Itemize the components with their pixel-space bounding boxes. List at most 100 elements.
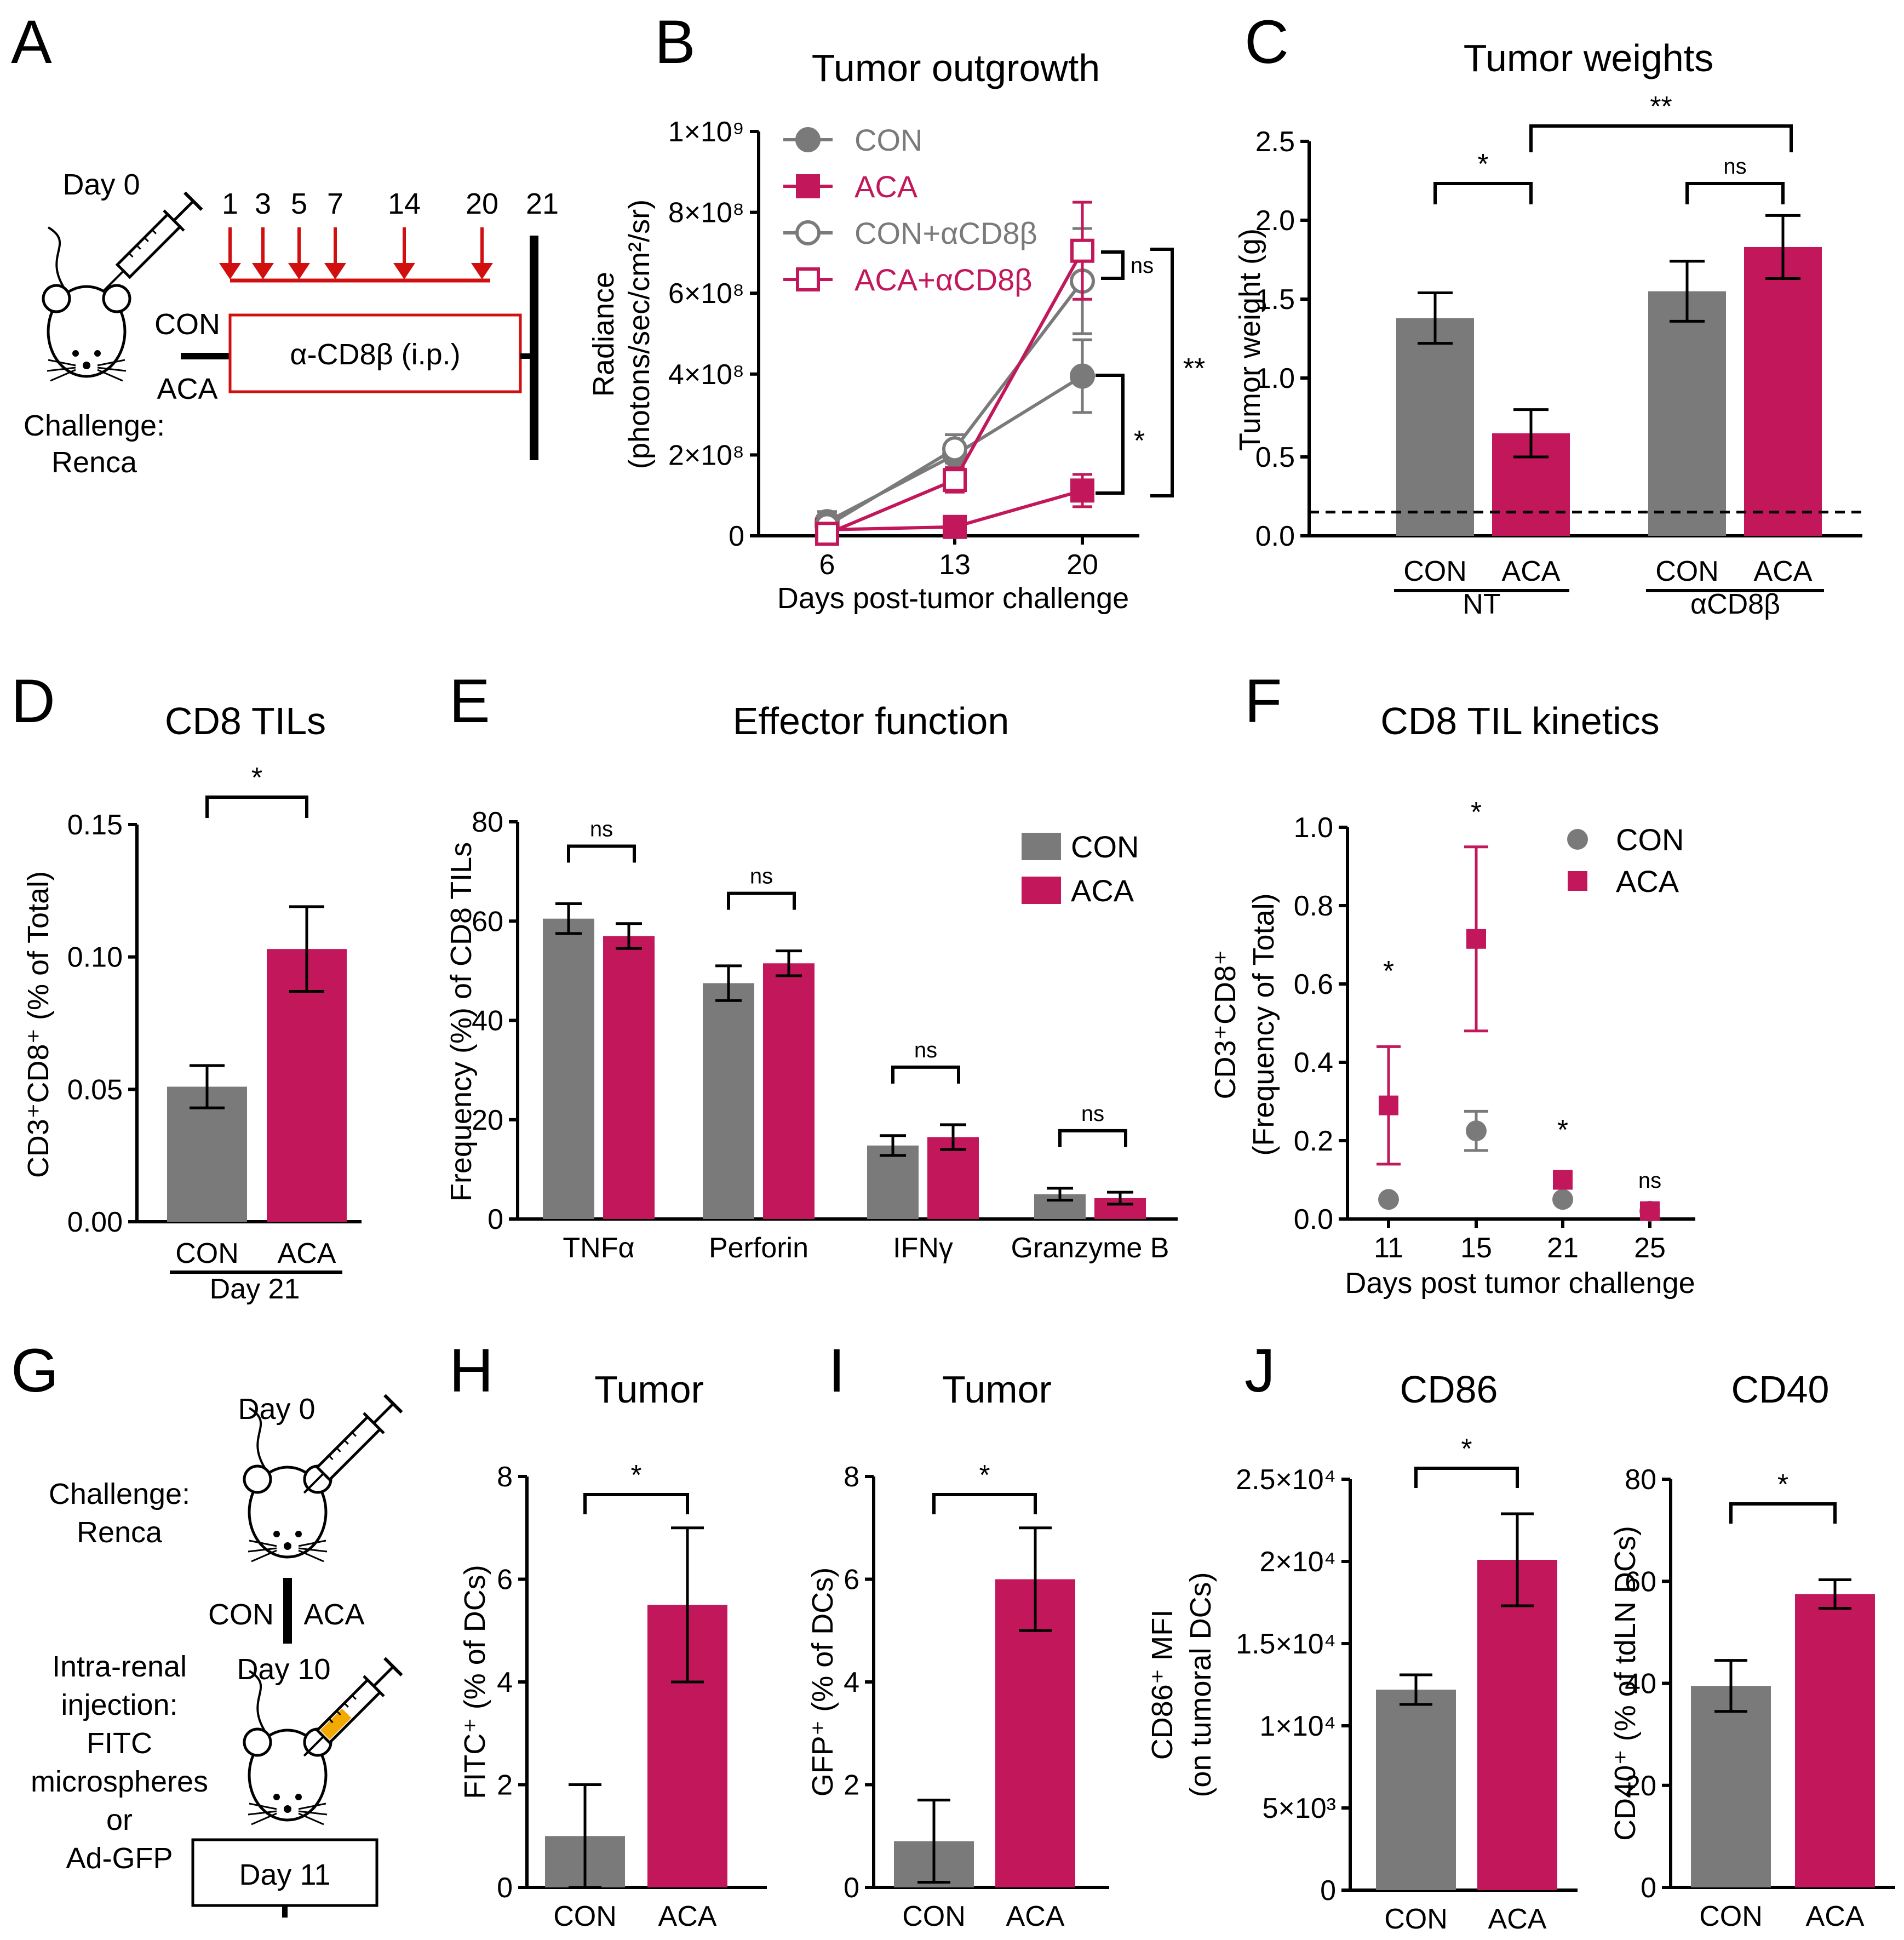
data-point <box>943 514 967 539</box>
significance-bracket <box>1150 248 1174 497</box>
y-tick-label: 80 <box>1625 1464 1656 1496</box>
y-tick-label: 60 <box>1625 1566 1656 1598</box>
panel-label-G: G <box>11 1336 59 1405</box>
y-tick-label: 1×10⁴ <box>1260 1710 1336 1742</box>
x-tick-label: CON <box>553 1901 617 1932</box>
y-tick-label: 2.5×10⁴ <box>1236 1464 1336 1496</box>
significance-label: ns <box>590 817 613 842</box>
x-axis-label: Days post-tumor challenge <box>777 582 1129 615</box>
y-tick-label: 2 <box>497 1770 513 1801</box>
data-point <box>1552 1189 1573 1210</box>
x-tick-label: Perforin <box>709 1232 808 1264</box>
panel-label-C: C <box>1245 8 1289 76</box>
significance-label: * <box>630 1460 641 1491</box>
renca-label: Renca <box>51 446 137 479</box>
day10-label: Day 10 <box>237 1653 330 1686</box>
y-axis-label: (Frequency of Total) <box>1247 893 1280 1155</box>
panel-label-F: F <box>1245 667 1282 735</box>
x-tick-label: Granzyme B <box>1011 1232 1169 1264</box>
day0-label: Day 0 <box>62 168 140 201</box>
y-tick-label: 0.8 <box>1294 890 1333 922</box>
x-tick-label: 25 <box>1634 1232 1666 1264</box>
group-label: NT <box>1463 588 1500 620</box>
con-label: CON <box>154 308 220 341</box>
x-tick-label: 6 <box>819 549 835 581</box>
significance-label: ** <box>1650 91 1672 123</box>
chart-title: CD8 TIL kinetics <box>1380 700 1660 742</box>
significance-label: ns <box>1638 1169 1661 1193</box>
y-tick-label: 80 <box>472 806 503 838</box>
mouse-icon <box>243 1407 332 1563</box>
y-axis-label: (on tumoral DCs) <box>1184 1572 1217 1797</box>
legend-label: CON <box>1616 822 1684 857</box>
y-tick-label: 1×10⁹ <box>668 116 744 148</box>
group-label: Day 21 <box>210 1273 300 1305</box>
day-label: 20 <box>466 187 498 220</box>
significance-label: ns <box>1131 254 1154 278</box>
y-axis-label: CD86⁺ MFI <box>1146 1610 1179 1760</box>
aca-label: ACA <box>303 1598 364 1631</box>
x-tick-label: CON <box>1403 556 1467 587</box>
y-tick-label: 1.5 <box>1255 284 1295 316</box>
bar <box>763 963 815 1219</box>
significance-bracket <box>1096 374 1125 495</box>
bar <box>867 1145 919 1219</box>
significance-bracket <box>1529 124 1793 152</box>
y-axis-label: FITC⁺ (% of DCs) <box>458 1565 491 1799</box>
y-tick-label: 2.0 <box>1255 205 1295 237</box>
data-point <box>1070 363 1095 389</box>
mouse-icon <box>42 226 131 382</box>
x-tick-label: ACA <box>1806 1901 1865 1932</box>
injection-label: or <box>106 1804 133 1836</box>
significance-bracket <box>1058 1129 1127 1147</box>
significance-label: ns <box>1081 1102 1104 1126</box>
y-tick-label: 20 <box>472 1105 503 1136</box>
y-tick-label: 2×10⁸ <box>668 439 744 471</box>
significance-label: * <box>1461 1433 1472 1465</box>
legend-marker <box>795 220 821 245</box>
significance-bracket <box>205 796 308 818</box>
day11-label: Day 11 <box>239 1858 330 1891</box>
y-axis-label: CD3⁺CD8⁺ (% of Total) <box>22 871 55 1178</box>
y-tick-label: 60 <box>472 906 503 937</box>
y-axis-label: Frequency (%) of CD8 TILs <box>445 842 478 1201</box>
y-tick-label: 1.5×10⁴ <box>1236 1628 1336 1660</box>
arrow-icon <box>324 263 346 279</box>
significance-bracket <box>1729 1502 1837 1524</box>
bar <box>543 918 594 1219</box>
aca-label: ACA <box>157 373 217 405</box>
data-point <box>1070 238 1094 263</box>
y-tick-label: 0.05 <box>67 1074 123 1106</box>
legend-label: ACA <box>854 169 918 204</box>
day-label: 5 <box>291 187 307 220</box>
x-tick-label: 11 <box>1374 1232 1403 1264</box>
y-tick-label: 2 <box>844 1770 859 1801</box>
chart-title: CD86 <box>1400 1368 1498 1411</box>
x-tick-label: CON <box>175 1238 239 1269</box>
challenge-label: Challenge: <box>24 409 165 442</box>
chart-title: Tumor weights <box>1464 37 1713 79</box>
y-axis-label: CD3⁺CD8⁺ <box>1209 949 1242 1099</box>
significance-bracket <box>1685 182 1785 204</box>
panel-label-E: E <box>449 667 490 735</box>
panel-label-J: J <box>1245 1336 1275 1405</box>
y-tick-label: 4×10⁸ <box>668 359 744 391</box>
treatment-box-label: α-CD8β (i.p.) <box>290 338 460 371</box>
y-axis-label: (photons/sec/cm²/sr) <box>623 199 656 469</box>
x-tick-label: CON <box>902 1901 966 1932</box>
significance-label: * <box>1134 425 1145 457</box>
legend-marker <box>795 127 821 152</box>
x-tick-label: CON <box>1699 1901 1763 1932</box>
y-tick-label: 40 <box>1625 1668 1656 1700</box>
significance-bracket <box>891 1065 960 1084</box>
arrow-icon <box>219 263 241 279</box>
bar <box>1648 291 1726 536</box>
significance-bracket <box>1101 250 1125 280</box>
y-tick-label: 0.0 <box>1255 520 1295 552</box>
injection-label: microspheres <box>31 1765 208 1798</box>
chart-title: Tumor <box>942 1368 1052 1411</box>
significance-label: * <box>1477 148 1488 180</box>
challenge-label: Challenge: <box>49 1478 190 1510</box>
x-tick-label: CON <box>1384 1903 1448 1935</box>
